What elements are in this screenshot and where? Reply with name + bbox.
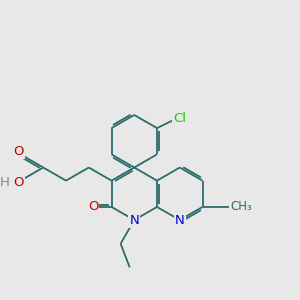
Text: H: H [0, 176, 10, 189]
Text: N: N [175, 214, 184, 226]
Text: O: O [14, 176, 24, 189]
Text: CH₃: CH₃ [231, 200, 252, 213]
Text: N: N [129, 214, 139, 226]
Text: Cl: Cl [173, 112, 187, 125]
Text: O: O [88, 200, 98, 213]
Text: O: O [14, 145, 24, 158]
